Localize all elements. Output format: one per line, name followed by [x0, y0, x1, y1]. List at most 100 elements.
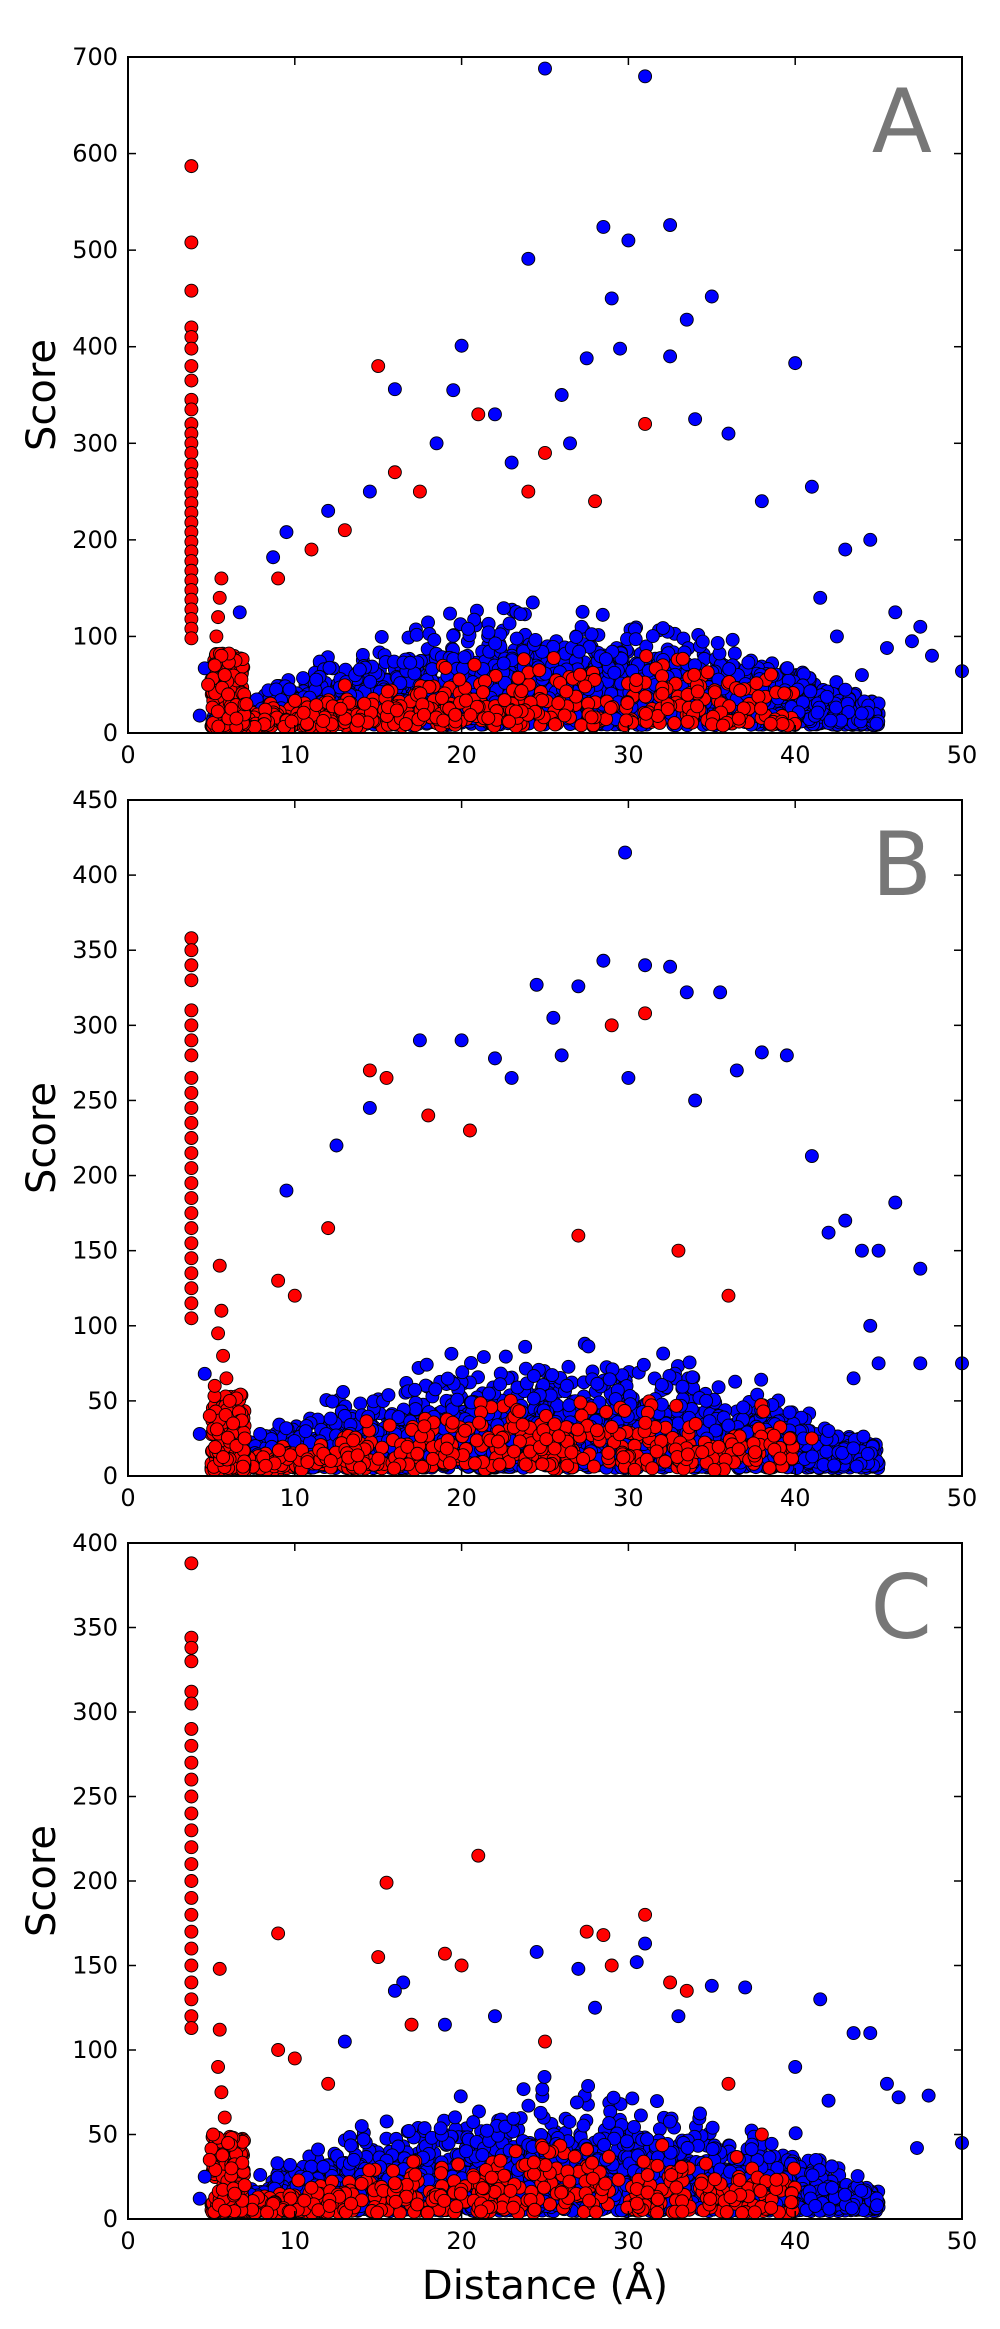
- density-dot-blue: [481, 625, 496, 640]
- density-dot-red: [333, 701, 348, 716]
- density-dot-red: [687, 667, 702, 682]
- data-point-red: [211, 610, 226, 625]
- y-tick-label: 400: [72, 333, 118, 361]
- density-dot-red: [417, 707, 431, 722]
- density-dot-red: [389, 703, 404, 718]
- density-dot-blue: [722, 662, 737, 676]
- y-axis-label: Score: [19, 339, 65, 451]
- density-dot-blue: [803, 684, 818, 699]
- y-tick-label: 300: [72, 429, 118, 457]
- x-tick-label: 50: [947, 741, 978, 769]
- data-point-blue: [266, 550, 281, 565]
- x-tick-label: 40: [780, 741, 811, 769]
- density-dot-red: [548, 717, 562, 732]
- density-dot-red: [380, 684, 395, 699]
- data-point-red: [337, 523, 352, 538]
- density-dot-blue: [509, 631, 524, 646]
- data-point-red: [184, 159, 199, 174]
- density-dot-blue: [823, 713, 838, 728]
- data-point-blue: [905, 634, 919, 649]
- density-dot-red: [700, 665, 715, 680]
- data-point-red: [387, 465, 402, 480]
- density-dot-blue: [443, 606, 457, 621]
- density-dot-red: [551, 696, 566, 711]
- data-point-red: [184, 235, 199, 250]
- density-dot-blue: [780, 661, 795, 676]
- data-point-red: [212, 590, 227, 605]
- density-dot-red: [316, 713, 331, 728]
- density-dot-red: [481, 711, 496, 725]
- data-point-blue: [663, 349, 678, 364]
- density-dot-red: [497, 693, 512, 708]
- data-point-red: [207, 658, 222, 673]
- data-point-blue: [879, 641, 894, 655]
- y-tick-label: 200: [72, 526, 118, 554]
- panel-letter: A: [872, 70, 932, 173]
- density-dot-red: [638, 689, 653, 704]
- data-point-blue: [838, 542, 853, 557]
- data-point-blue: [563, 436, 577, 451]
- data-point-blue: [721, 426, 736, 441]
- x-tick-label: 10: [280, 741, 311, 769]
- density-dot-red: [777, 686, 792, 701]
- data-point-blue: [579, 351, 594, 366]
- data-point-blue: [538, 61, 552, 76]
- density-dot-blue: [561, 1359, 576, 1374]
- density-dot-blue: [461, 621, 476, 636]
- density-dot-red: [584, 710, 599, 725]
- density-dot-red: [516, 652, 531, 667]
- density-dot-blue: [819, 689, 834, 704]
- density-dot-blue: [322, 660, 337, 675]
- density-dot-red: [655, 686, 670, 701]
- data-point-blue: [429, 436, 444, 451]
- density-dot-blue: [727, 646, 742, 661]
- density-dot-red: [638, 706, 653, 721]
- density-dot-blue: [838, 682, 853, 697]
- density-dot-red: [603, 700, 618, 715]
- density-dot-red: [629, 672, 644, 687]
- data-point-blue: [192, 708, 207, 723]
- density-dot-red: [559, 684, 574, 699]
- density-dot-red: [296, 705, 311, 720]
- data-point-blue: [521, 251, 536, 266]
- density-dot-blue: [725, 632, 740, 647]
- data-point-blue: [704, 289, 719, 304]
- density-dot-blue: [309, 672, 324, 687]
- x-tick-label: 30: [613, 741, 644, 769]
- data-point-red: [271, 571, 286, 586]
- density-dot-blue: [446, 628, 461, 643]
- density-dot-red: [234, 672, 249, 687]
- density-dot-red: [751, 689, 766, 704]
- density-dot-red: [716, 718, 730, 733]
- density-dot-blue: [829, 700, 844, 715]
- data-point-blue: [663, 218, 678, 232]
- data-point-blue: [813, 590, 828, 605]
- density-dot-red: [309, 698, 324, 713]
- data-point-blue: [596, 220, 611, 234]
- density-dot-blue: [403, 655, 418, 670]
- density-dot-blue: [502, 616, 517, 631]
- data-point-blue: [279, 525, 294, 540]
- density-dot-blue: [419, 1357, 434, 1372]
- density-dot-red: [578, 679, 592, 694]
- data-point-blue: [888, 605, 903, 620]
- density-dot-blue: [695, 634, 710, 649]
- density-dot-blue: [496, 601, 511, 616]
- data-point-blue: [504, 455, 519, 470]
- density-dot-blue: [498, 1349, 513, 1364]
- data-point-red: [588, 494, 602, 509]
- density-dot-red: [452, 672, 467, 687]
- data-point-blue: [613, 341, 628, 356]
- density-dot-blue: [854, 706, 869, 721]
- density-dot-blue: [363, 674, 378, 689]
- data-point-blue: [913, 619, 928, 634]
- data-point-red: [471, 407, 486, 422]
- data-point-red: [229, 711, 244, 726]
- density-dot-red: [573, 667, 588, 682]
- data-point-red: [304, 542, 319, 557]
- data-point-blue: [688, 412, 703, 427]
- data-point-red: [538, 445, 552, 460]
- density-dot-red: [546, 651, 561, 666]
- density-dot-blue: [296, 671, 311, 685]
